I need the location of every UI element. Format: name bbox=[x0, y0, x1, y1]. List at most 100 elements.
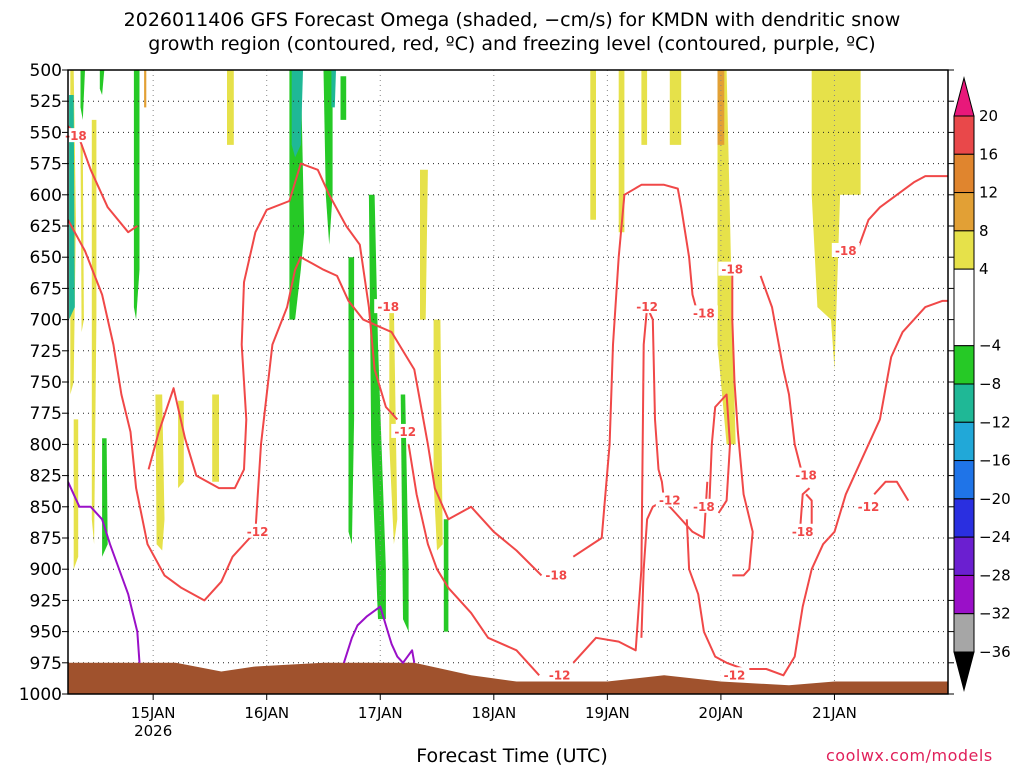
colorbar-bottom-arrow bbox=[953, 651, 975, 692]
dgz-label-10: -18 bbox=[792, 525, 814, 539]
y-axis: 500 525 550 575 600 625 650 675 700 725 750 775 800 8… bbox=[19, 61, 954, 705]
dgz-label-15: -18 bbox=[693, 500, 715, 514]
colorbar-label-1: 16 bbox=[979, 145, 998, 163]
dgz-label-13: -12 bbox=[659, 494, 681, 508]
colorbar-bin-5 bbox=[953, 345, 975, 385]
dgz-label-bg-5 bbox=[374, 299, 403, 314]
y-tick-label-825: 825 bbox=[30, 467, 62, 487]
x-tick-label-20JAN: 20JAN bbox=[699, 704, 744, 722]
x-tick-sublabel-15JAN: 2026 bbox=[134, 722, 172, 740]
dgz-label-5: -18 bbox=[377, 300, 399, 314]
dgz-contour-7 bbox=[731, 269, 754, 577]
omega-region-6 bbox=[73, 419, 79, 570]
y-tick-label-550: 550 bbox=[30, 123, 62, 143]
freezing-contour-1 bbox=[342, 605, 416, 664]
omega-region-28 bbox=[641, 70, 648, 145]
colorbar-label-11: −28 bbox=[979, 566, 1011, 584]
gridlines bbox=[68, 70, 948, 694]
omega-region-23 bbox=[420, 169, 428, 320]
y-tick-label-875: 875 bbox=[30, 529, 62, 549]
omega-region-22 bbox=[400, 394, 409, 632]
contour-lines bbox=[68, 125, 948, 677]
y-tick-label-950: 950 bbox=[30, 623, 62, 643]
omega-region-9 bbox=[144, 70, 147, 108]
omega-region-30 bbox=[717, 70, 736, 445]
colorbar-label-13: −36 bbox=[979, 643, 1011, 661]
dgz-contour-3 bbox=[407, 444, 540, 676]
omega-region-31 bbox=[717, 70, 725, 145]
colorbar-label-3: 8 bbox=[979, 222, 989, 240]
dgz-label-2: -12 bbox=[247, 525, 269, 539]
dgz-label-bg-7 bbox=[689, 305, 718, 320]
omega-region-1 bbox=[69, 95, 75, 320]
dgz-contour-4 bbox=[572, 306, 654, 664]
dgz-contour-10 bbox=[799, 487, 811, 526]
colorbar-bin-8 bbox=[953, 460, 975, 500]
dgz-label-7: -18 bbox=[693, 306, 715, 320]
dgz-contour-11 bbox=[856, 175, 948, 252]
colorbar-label-2: 12 bbox=[979, 184, 998, 202]
omega-region-20 bbox=[368, 194, 386, 620]
omega-region-26 bbox=[590, 70, 596, 220]
dgz-label-bg-0 bbox=[61, 128, 90, 143]
contour-labels: -18-12-12-12-18-18-18-18-18-18-18-12-12-… bbox=[61, 128, 883, 682]
x-tick-label-21JAN: 21JAN bbox=[812, 704, 857, 722]
y-tick-label-1000: 1000 bbox=[19, 685, 62, 705]
y-tick-label-700: 700 bbox=[30, 311, 62, 331]
dgz-contour-15 bbox=[708, 393, 731, 514]
x-tick-label-19JAN: 19JAN bbox=[585, 704, 630, 722]
dgz-label-16: -12 bbox=[858, 500, 880, 514]
colorbar-label-4: 4 bbox=[979, 260, 989, 278]
omega-region-4 bbox=[91, 119, 97, 545]
dgz-label-11: -18 bbox=[835, 244, 857, 258]
site-credit[interactable]: coolwx.com/models bbox=[826, 746, 993, 765]
y-tick-label-850: 850 bbox=[30, 498, 62, 518]
colorbar-bin-12 bbox=[953, 613, 975, 653]
colorbar-bin-7 bbox=[953, 421, 975, 462]
dgz-contour-16 bbox=[873, 480, 910, 502]
omega-region-19 bbox=[348, 257, 355, 545]
colorbar-bin-2 bbox=[953, 192, 975, 232]
y-tick-label-500: 500 bbox=[30, 61, 62, 81]
y-tick-label-750: 750 bbox=[30, 373, 62, 393]
dgz-contour-6 bbox=[572, 183, 697, 558]
dgz-contour-17 bbox=[685, 519, 744, 670]
dgz-label-bg-11 bbox=[831, 242, 860, 257]
colorbar-label-9: −20 bbox=[979, 490, 1011, 508]
dgz-label-0: -18 bbox=[65, 129, 87, 143]
dgz-contour-1 bbox=[68, 219, 262, 602]
dgz-label-3: -12 bbox=[394, 425, 416, 439]
dgz-contour-2 bbox=[147, 162, 399, 490]
dgz-contour-8 bbox=[759, 275, 804, 476]
colorbar-bin-10 bbox=[953, 536, 975, 576]
dgz-label-bg-10 bbox=[788, 523, 817, 538]
colorbar-bin-3 bbox=[953, 230, 975, 270]
dgz-contour-9 bbox=[805, 493, 813, 526]
chart-title-line-1: 2026011406 GFS Forecast Omega (shaded, −… bbox=[123, 9, 901, 31]
colorbar-bin-0 bbox=[953, 115, 975, 155]
freezing-contour-0 bbox=[68, 481, 141, 663]
omega-region-12 bbox=[227, 70, 234, 145]
dgz-label-9: -18 bbox=[795, 469, 817, 483]
colorbar-bin-11 bbox=[953, 574, 975, 615]
dgz-label-bg-12 bbox=[633, 299, 662, 314]
dgz-contour-5 bbox=[254, 256, 543, 577]
colorbar-label-0: 20 bbox=[979, 107, 998, 125]
dgz-label-8: -18 bbox=[721, 263, 743, 277]
dgz-label-bg-2 bbox=[243, 523, 272, 538]
omega-region-3 bbox=[99, 70, 105, 95]
omega-region-17 bbox=[331, 70, 336, 108]
omega-region-25 bbox=[443, 519, 449, 632]
omega-region-16 bbox=[323, 70, 333, 245]
omega-region-29 bbox=[669, 70, 682, 145]
y-tick-label-625: 625 bbox=[30, 217, 62, 237]
colorbar-bin-9 bbox=[953, 498, 975, 538]
dgz-label-bg-4 bbox=[545, 667, 574, 682]
dgz-label-bg-9 bbox=[792, 467, 821, 482]
colorbar-top-arrow bbox=[953, 76, 975, 117]
colorbar-bin-6 bbox=[953, 383, 975, 423]
colorbar: 20 16 12 8 4 −4 −8 −12 −16 −20 −24 −28 −32 −36 bbox=[953, 76, 1011, 692]
y-tick-label-900: 900 bbox=[30, 560, 62, 580]
y-tick-label-925: 925 bbox=[30, 591, 62, 611]
